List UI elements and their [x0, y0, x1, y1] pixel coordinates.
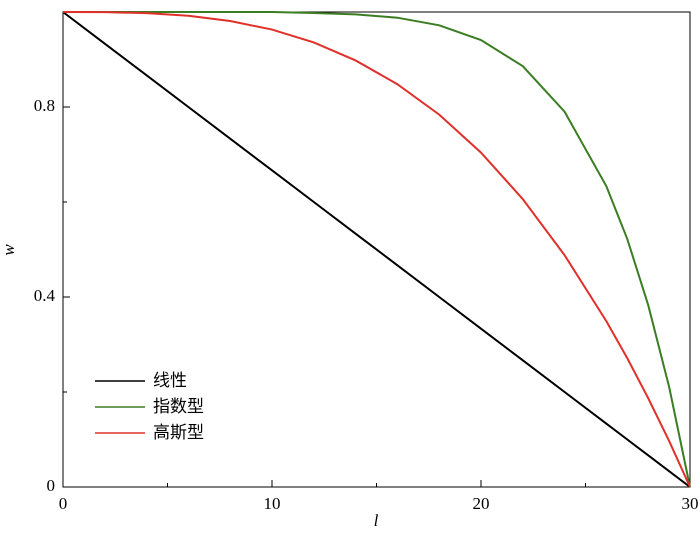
legend-label: 线性 — [153, 371, 187, 391]
x-tick-label: 0 — [59, 494, 68, 513]
series-line — [62, 11, 691, 488]
y-tick-label: 0.4 — [34, 286, 56, 305]
y-tick-label: 0 — [47, 476, 56, 495]
series-line — [63, 11, 691, 488]
x-axis-label: l — [374, 511, 379, 530]
series-line — [62, 11, 691, 488]
y-axis-label: w — [0, 244, 18, 256]
x-tick-label: 10 — [264, 494, 281, 513]
x-tick-label: 20 — [473, 494, 490, 513]
legend-label: 指数型 — [153, 397, 204, 417]
y-tick-label: 0.8 — [34, 96, 55, 115]
x-tick-label: 30 — [682, 494, 699, 513]
legend-label: 高斯型 — [153, 423, 204, 443]
